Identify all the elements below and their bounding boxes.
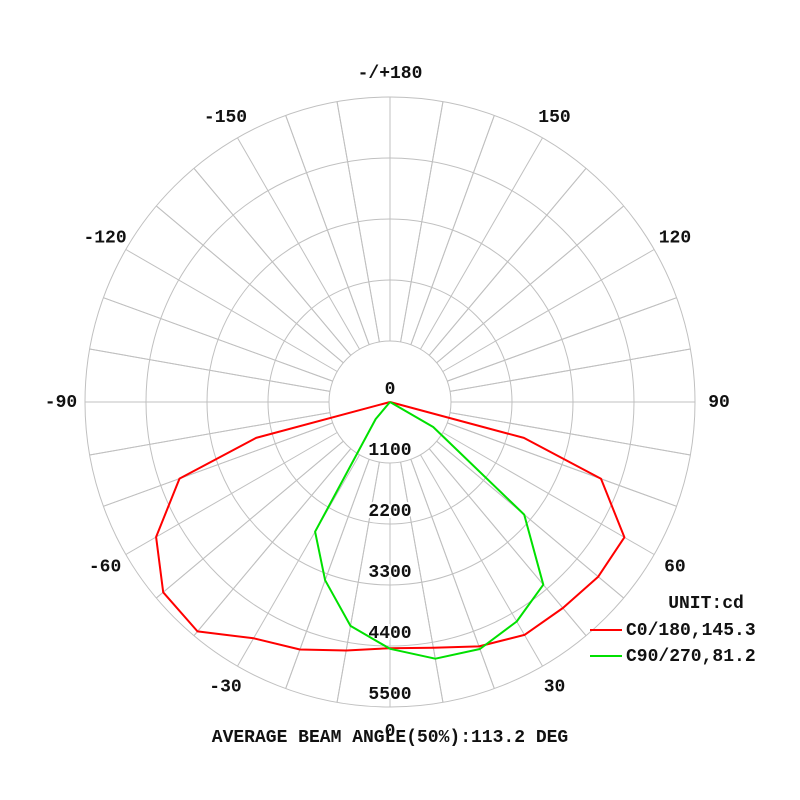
ring xyxy=(84,96,696,708)
legend-label: C90/270,81.2 xyxy=(626,647,756,667)
radial-label: 0 xyxy=(385,380,396,400)
angle-label: -150 xyxy=(204,108,247,128)
ring xyxy=(267,279,513,525)
ring xyxy=(328,340,452,464)
angle-label: 90 xyxy=(708,393,730,413)
radial-label: 5500 xyxy=(368,685,411,705)
ring xyxy=(145,157,635,647)
angle-label: 60 xyxy=(664,557,686,577)
ring xyxy=(206,218,574,586)
angle-label: -30 xyxy=(209,678,241,698)
radial-label: 4400 xyxy=(368,624,411,644)
radial-label: 2200 xyxy=(368,502,411,522)
radial-label: 3300 xyxy=(368,563,411,583)
angle-label: 30 xyxy=(544,678,566,698)
angle-label: -120 xyxy=(83,228,126,248)
angle-label: 120 xyxy=(659,228,691,248)
angle-label: -/+180 xyxy=(358,64,423,84)
angle-label: 150 xyxy=(538,108,570,128)
legend-label: C0/180,145.3 xyxy=(626,621,756,641)
annotation: AVERAGE BEAM ANGLE(50%):113.2 DEG xyxy=(212,728,568,748)
unit-label: UNIT:cd xyxy=(668,594,744,614)
radial-label: 1100 xyxy=(368,441,411,461)
angle-label: -60 xyxy=(89,557,121,577)
series-line xyxy=(314,401,545,660)
angle-label: -90 xyxy=(45,393,77,413)
angle-label: 0 xyxy=(385,722,396,742)
